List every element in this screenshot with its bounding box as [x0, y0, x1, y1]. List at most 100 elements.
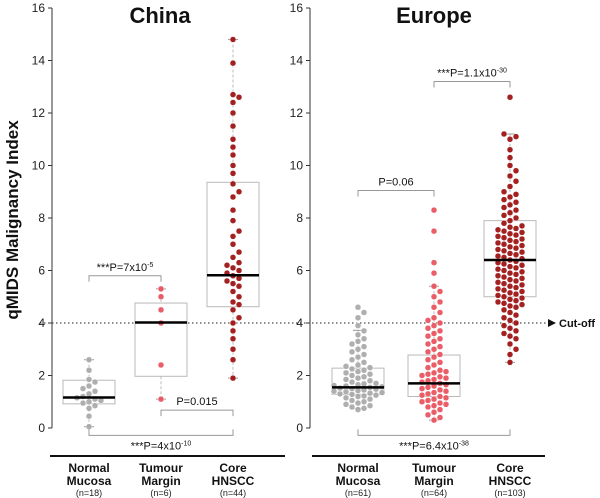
data-point [354, 406, 362, 413]
data-point [430, 269, 438, 277]
data-point [354, 346, 362, 353]
data-point [372, 380, 380, 387]
data-point [500, 260, 508, 268]
data-point [85, 398, 93, 405]
data-point [506, 193, 514, 201]
category-label: HNSCC [489, 474, 532, 488]
data-point [436, 359, 444, 366]
data-point [424, 403, 432, 411]
data-point [235, 283, 243, 290]
significance-bracket [433, 81, 511, 88]
data-point [436, 343, 444, 350]
category-n-label: (n=6) [150, 488, 171, 498]
data-point [518, 235, 526, 243]
data-point [518, 222, 526, 230]
p-value-label: P=0.015 [176, 396, 217, 408]
data-point [512, 238, 520, 245]
data-point [500, 306, 508, 314]
data-point [506, 250, 514, 257]
data-point [342, 401, 350, 408]
data-point [518, 242, 526, 249]
y-tick-label: 16 [32, 1, 46, 15]
data-point [512, 327, 520, 335]
panel-title-europe: Europe [396, 3, 472, 28]
data-point [494, 285, 502, 293]
data-point [506, 269, 514, 277]
data-point [360, 309, 368, 316]
data-point [229, 356, 237, 363]
data-point [229, 151, 237, 159]
data-point [378, 389, 386, 396]
data-point [506, 162, 514, 169]
data-point [418, 391, 426, 399]
data-point [500, 204, 508, 211]
data-point [430, 376, 438, 383]
data-point [336, 390, 344, 398]
data-point [500, 293, 508, 300]
data-point [512, 225, 520, 232]
data-point [348, 365, 356, 373]
data-point [494, 298, 502, 306]
data-point [512, 178, 520, 185]
data-point [157, 293, 165, 300]
data-point [229, 170, 237, 177]
data-point [229, 193, 237, 201]
data-point [418, 372, 426, 379]
data-point [506, 154, 514, 161]
data-point [229, 306, 237, 314]
data-point [500, 280, 508, 287]
data-point [229, 99, 237, 106]
y-tick-label: 8 [296, 211, 303, 225]
data-point [506, 317, 514, 324]
p-value-label: ***P=1.1x10-30 [437, 68, 507, 80]
data-point [512, 206, 520, 214]
data-point [354, 399, 362, 407]
data-point [354, 314, 362, 321]
data-point [235, 259, 243, 266]
data-point [506, 309, 514, 316]
data-point [506, 289, 514, 297]
data-point [436, 298, 444, 306]
data-point [500, 188, 508, 195]
data-point [500, 314, 508, 321]
data-point [330, 388, 338, 395]
y-tick-label: 2 [38, 369, 45, 383]
data-point [436, 319, 444, 327]
data-point [506, 302, 514, 310]
data-point [348, 348, 356, 356]
data-point [506, 146, 514, 153]
data-point [366, 395, 374, 403]
data-point [360, 343, 368, 350]
data-point [506, 325, 514, 332]
data-point [494, 279, 502, 286]
data-point [430, 227, 438, 235]
data-point [518, 281, 526, 289]
data-point [424, 317, 432, 324]
data-point [366, 370, 374, 378]
y-tick-label: 2 [296, 369, 303, 383]
data-point [442, 368, 450, 375]
panel-title-china: China [129, 3, 191, 28]
data-point [506, 183, 514, 190]
data-point [85, 405, 93, 412]
data-point [436, 386, 444, 394]
y-tick-label: 14 [290, 54, 304, 68]
data-point [366, 402, 374, 409]
data-point [354, 338, 362, 345]
data-point [360, 405, 368, 412]
data-point [436, 414, 444, 421]
data-point [430, 304, 438, 311]
data-point [430, 361, 438, 369]
data-point [442, 388, 450, 395]
data-point [424, 348, 432, 356]
data-point [229, 122, 237, 130]
data-point [436, 399, 444, 407]
data-point [436, 373, 444, 381]
data-point [512, 319, 520, 327]
data-point [85, 382, 93, 390]
data-point [494, 292, 502, 299]
y-tick-label: 14 [32, 54, 46, 68]
data-point [500, 273, 508, 281]
data-point [348, 340, 356, 348]
